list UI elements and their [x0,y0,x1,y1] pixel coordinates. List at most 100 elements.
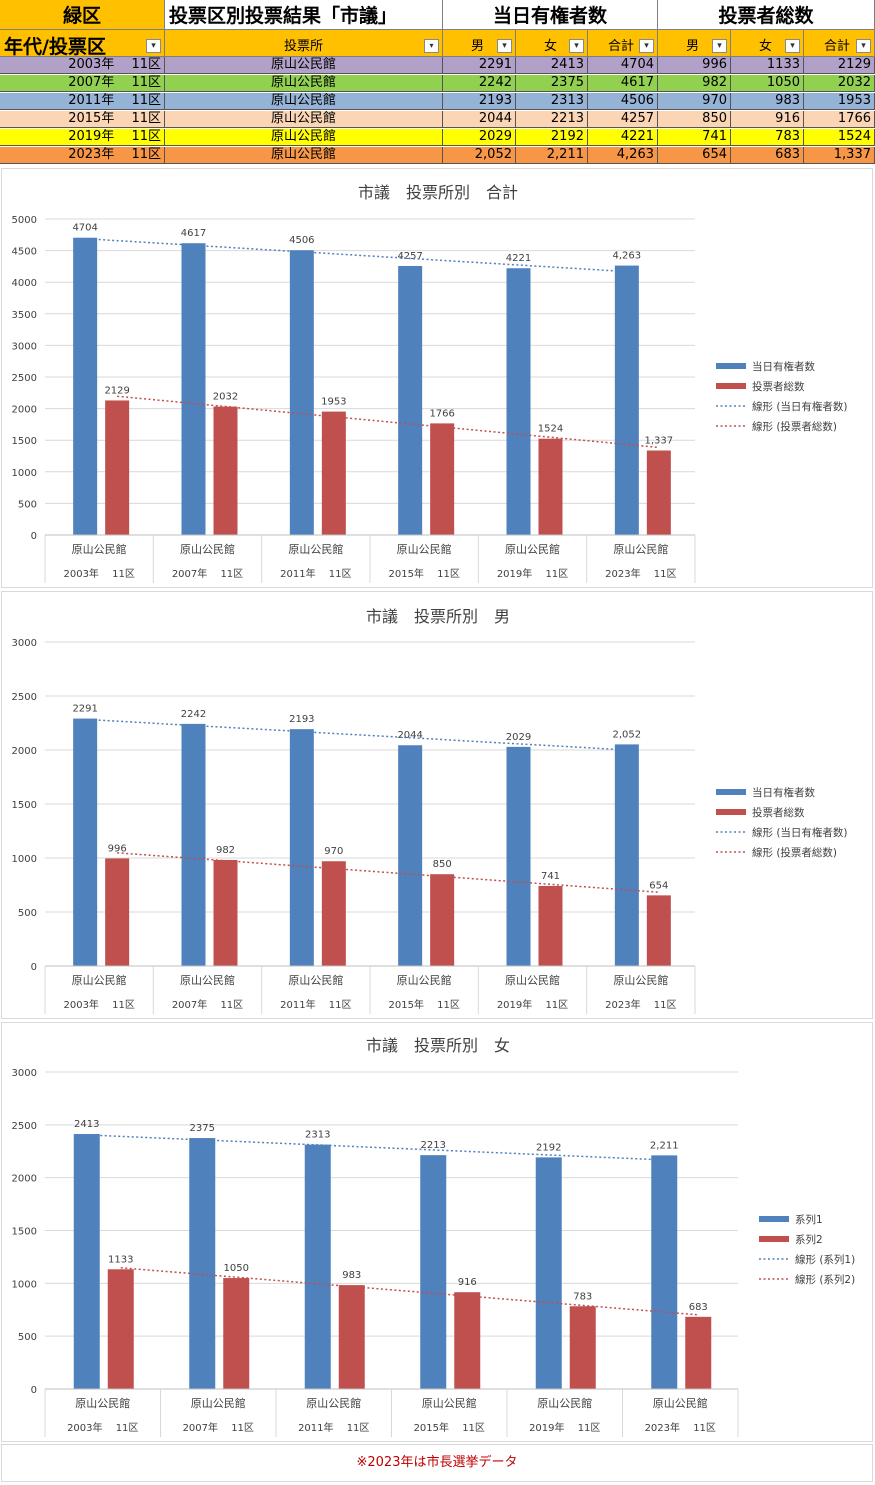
chart-female[interactable]: 市議 投票所別 女 0 500 1000 1500 2000 2500 3000 2413 237… [1,1022,873,1442]
dropdown-arrow-icon[interactable]: ▾ [497,39,512,53]
dropdown-arrow-icon[interactable]: ▾ [146,39,161,53]
column-header-eligible-total[interactable]: 合計 ▾ [588,30,658,57]
table-cell-year[interactable]: 2007年 11区 [0,75,165,92]
category-group-label: 2011年 11区 [298,1421,369,1434]
legend-swatch [716,809,746,815]
category-label: 原山公民館 [613,973,668,987]
bar-series2 [223,1278,250,1389]
dropdown-arrow-icon[interactable]: ▾ [856,39,871,53]
table-cell-v-f[interactable]: 916 [731,111,804,128]
table-cell-v-t[interactable]: 2129 [804,57,875,74]
table-cell-e-f[interactable]: 2313 [516,93,588,110]
table-row[interactable]: 2011年 11区 原山公民館 2193 2313 4506 970 983 1953 [0,93,875,110]
y-tick-label: 1000 [12,854,37,865]
category-group-label: 2023年 11区 [605,567,676,580]
table-cell-v-m[interactable]: 654 [658,147,731,164]
column-header-eligible-female[interactable]: 女 ▾ [516,30,588,57]
table-cell-e-f[interactable]: 2375 [516,75,588,92]
column-header-voters-total[interactable]: 合計 ▾ [804,30,875,57]
table-cell-place[interactable]: 原山公民館 [165,93,443,110]
table-row[interactable]: 2019年 11区 原山公民館 2029 2192 4221 741 783 1524 [0,129,875,146]
trendline-series1 [85,237,627,273]
table-cell-e-t[interactable]: 4,263 [588,147,658,164]
chart-total[interactable]: 市議 投票所別 合計 0 500 1000 1500 2000 2500 3000 3500 40… [1,168,873,588]
trendline-series2 [120,1267,699,1316]
table-cell-v-m[interactable]: 741 [658,129,731,146]
filter-icon[interactable]: ▾ [424,39,439,53]
table-cell-e-f[interactable]: 2192 [516,129,588,146]
table-cell-e-t[interactable]: 4704 [588,57,658,74]
table-cell-v-m[interactable]: 850 [658,111,731,128]
table-cell-place[interactable]: 原山公民館 [165,75,443,92]
category-group-label: 2015年 11区 [388,998,459,1011]
table-cell-v-m[interactable]: 970 [658,93,731,110]
table-cell-v-t[interactable]: 1953 [804,93,875,110]
y-tick-label: 0 [31,1385,37,1396]
column-header-voters-male[interactable]: 男 ▾ [658,30,731,57]
column-header-eligible-male[interactable]: 男 ▾ [443,30,516,57]
table-row[interactable]: 2015年 11区 原山公民館 2044 2213 4257 850 916 1766 [0,111,875,128]
y-tick-label: 1500 [12,436,37,447]
table-cell-v-t[interactable]: 1766 [804,111,875,128]
dropdown-arrow-icon[interactable]: ▾ [639,39,654,53]
table-cell-e-f[interactable]: 2,211 [516,147,588,164]
table-cell-e-m[interactable]: 2193 [443,93,516,110]
table-row[interactable]: 2007年 11区 原山公民館 2242 2375 4617 982 1050 2032 [0,75,875,92]
dropdown-arrow-icon[interactable]: ▾ [785,39,800,53]
table-cell-year[interactable]: 2019年 11区 [0,129,165,146]
bar-series2 [430,423,455,535]
table-cell-v-t[interactable]: 1524 [804,129,875,146]
table-cell-e-t[interactable]: 4257 [588,111,658,128]
table-cell-e-m[interactable]: 2,052 [443,147,516,164]
table-cell-v-m[interactable]: 996 [658,57,731,74]
table-cell-e-m[interactable]: 2044 [443,111,516,128]
table-cell-year[interactable]: 2023年 11区 [0,147,165,164]
data-label: 2032 [213,392,238,403]
table-cell-place[interactable]: 原山公民館 [165,57,443,74]
dropdown-arrow-icon[interactable]: ▾ [569,39,584,53]
table-cell-e-t[interactable]: 4617 [588,75,658,92]
y-tick-label: 2500 [12,373,37,384]
dropdown-arrow-icon[interactable]: ▾ [712,39,727,53]
table-cell-e-m[interactable]: 2242 [443,75,516,92]
legend-label: 線形 (投票者総数) [752,420,837,433]
table-cell-e-t[interactable]: 4506 [588,93,658,110]
table-cell-place[interactable]: 原山公民館 [165,129,443,146]
eligible-voters-title: 当日有権者数 [443,0,658,30]
table-cell-e-f[interactable]: 2213 [516,111,588,128]
table-cell-year[interactable]: 2015年 11区 [0,111,165,128]
column-header-year[interactable]: 年代/投票区 ▾ [0,30,165,58]
bar-series2 [685,1316,712,1389]
table-cell-v-t[interactable]: 2032 [804,75,875,92]
chart-male[interactable]: 市議 投票所別 男 0 500 1000 1500 2000 2500 3000 2291 224… [1,591,873,1019]
table-cell-v-f[interactable]: 683 [731,147,804,164]
column-header-label: 女 [544,39,558,54]
table-cell-v-m[interactable]: 982 [658,75,731,92]
table-cell-v-f[interactable]: 1133 [731,57,804,74]
table-row[interactable]: 2003年 11区 原山公民館 2291 2413 4704 996 1133 2129 [0,57,875,74]
table-cell-v-f[interactable]: 983 [731,93,804,110]
table-cell-e-f[interactable]: 2413 [516,57,588,74]
y-tick-label: 2000 [12,746,37,757]
y-tick-label: 3000 [12,341,37,352]
column-header-place[interactable]: 投票所 ▾ [165,30,443,57]
category-label: 原山公民館 [397,542,452,556]
table-cell-e-m[interactable]: 2291 [443,57,516,74]
table-cell-e-m[interactable]: 2029 [443,129,516,146]
data-label: 1524 [538,424,563,435]
table-cell-place[interactable]: 原山公民館 [165,147,443,164]
column-header-voters-female[interactable]: 女 ▾ [731,30,804,57]
total-voters-title: 投票者総数 [658,0,875,30]
bar-series1 [73,718,98,966]
table-cell-year[interactable]: 2003年 11区 [0,57,165,74]
table-row[interactable]: 2023年 11区 原山公民館 2,052 2,211 4,263 654 683 1,337 [0,147,875,164]
legend-swatch [716,363,746,369]
bar-series1 [181,243,206,535]
table-cell-v-f[interactable]: 1050 [731,75,804,92]
table-cell-place[interactable]: 原山公民館 [165,111,443,128]
bar-series2 [569,1306,596,1389]
table-cell-e-t[interactable]: 4221 [588,129,658,146]
table-cell-v-f[interactable]: 783 [731,129,804,146]
table-cell-year[interactable]: 2011年 11区 [0,93,165,110]
table-cell-v-t[interactable]: 1,337 [804,147,875,164]
